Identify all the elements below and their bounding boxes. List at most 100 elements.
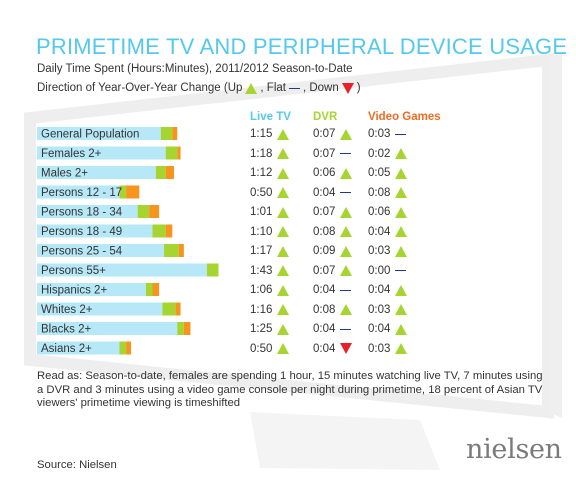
up-triangle-icon <box>340 226 353 237</box>
video-games-value: 0:03 <box>368 244 408 258</box>
up-triangle-icon <box>277 343 290 354</box>
up-triangle-icon <box>395 187 408 198</box>
up-triangle-icon <box>277 265 290 276</box>
tv-bezel-right <box>548 54 562 418</box>
column-header-live-tv: Live TV <box>250 111 291 123</box>
bar-video-games <box>152 283 160 296</box>
bar-dvr <box>152 224 166 238</box>
row-label: General Population <box>41 129 139 141</box>
up-triangle-icon <box>340 265 353 276</box>
value-text: 0:03 <box>368 342 391 355</box>
up-triangle-icon <box>277 304 290 315</box>
value-text: 0:50 <box>250 186 273 199</box>
direction-legend-lead: Direction of Year-Over-Year Change (Up <box>37 82 243 94</box>
value-text: 0:04 <box>368 225 391 238</box>
flat-line-icon <box>340 328 352 330</box>
video-games-value: 0:06 <box>368 205 408 219</box>
value-text: 0:04 <box>313 342 336 355</box>
row-label: Persons 25 - 54 <box>41 246 123 258</box>
bar-live-tv <box>37 146 166 160</box>
dvr-value: 0:08 <box>313 303 353 317</box>
direction-legend-down: , Down <box>302 82 339 94</box>
value-text: 0:04 <box>368 284 391 296</box>
up-triangle-icon <box>245 82 258 94</box>
bar-dvr <box>119 341 127 355</box>
bar-video-games <box>165 166 174 179</box>
bar-live-tv <box>37 322 178 335</box>
bar-dvr <box>155 166 166 179</box>
direction-legend-flat: , Flat <box>260 82 286 94</box>
up-triangle-icon <box>395 148 408 159</box>
value-text: 0:00 <box>368 264 391 277</box>
up-triangle-icon <box>340 167 353 179</box>
up-triangle-icon <box>340 245 353 257</box>
chart-title: PRIMETIME TV AND PERIPHERAL DEVICE USAGE <box>36 34 568 59</box>
video-games-value: 0:04 <box>368 322 408 336</box>
live-tv-value: 0:50 <box>250 342 290 356</box>
up-triangle-icon <box>277 128 290 140</box>
video-games-value: 0:03 <box>368 303 408 317</box>
up-triangle-icon <box>395 343 408 354</box>
value-text: 0:06 <box>368 206 391 218</box>
value-text: 1:16 <box>250 303 273 316</box>
dvr-value: 0:07 <box>313 147 352 161</box>
live-tv-value: 1:43 <box>250 264 290 278</box>
live-tv-value: 1:16 <box>250 303 290 317</box>
bar-live-tv <box>37 302 163 316</box>
dvr-value: 0:04 <box>313 342 353 356</box>
value-text: 0:03 <box>368 128 391 140</box>
up-triangle-icon <box>277 206 290 218</box>
bar-video-games <box>149 205 160 218</box>
dvr-value: 0:07 <box>313 127 353 141</box>
direction-legend: Direction of Year-Over-Year Change (Up ,… <box>37 82 361 94</box>
bar-dvr <box>165 146 178 160</box>
video-games-value: 0:04 <box>368 225 408 239</box>
dvr-value: 0:04 <box>313 322 352 336</box>
flat-line-icon <box>340 192 352 193</box>
value-text: 0:07 <box>313 206 336 218</box>
row-label: Females 2+ <box>41 148 102 160</box>
up-triangle-icon <box>395 323 408 335</box>
dvr-value: 0:09 <box>313 244 353 258</box>
bar-live-tv <box>37 283 146 296</box>
bar-live-tv <box>37 263 207 277</box>
bar-video-games <box>178 244 184 257</box>
nielsen-logo: nielsen <box>466 434 562 465</box>
live-tv-value: 1:15 <box>250 127 290 141</box>
row-label: Blacks 2+ <box>41 324 91 336</box>
dvr-value: 0:04 <box>313 283 352 297</box>
bar-live-tv <box>37 127 161 140</box>
bar-dvr <box>119 185 127 199</box>
flat-line-icon <box>340 153 352 154</box>
value-text: 0:04 <box>313 323 336 335</box>
up-triangle-icon <box>395 284 408 296</box>
video-games-value: 0:03 <box>368 342 408 356</box>
row-label: Persons 12 - 17 <box>41 187 122 199</box>
row-label: Persons 55+ <box>41 265 106 277</box>
video-games-value: 0:03 <box>368 127 407 141</box>
value-text: 0:06 <box>313 167 336 179</box>
up-triangle-icon <box>340 128 353 140</box>
live-tv-value: 1:17 <box>250 244 290 258</box>
value-text: 0:03 <box>368 245 391 257</box>
column-header-dvr: DVR <box>313 111 338 123</box>
value-text: 1:18 <box>250 147 273 160</box>
bar-dvr <box>137 205 150 218</box>
bar-video-games <box>183 322 191 335</box>
up-triangle-icon <box>395 304 408 315</box>
value-text: 0:03 <box>368 303 391 316</box>
value-text: 0:08 <box>313 225 336 238</box>
up-triangle-icon <box>277 148 290 159</box>
down-triangle-icon <box>340 343 353 354</box>
value-text: 1:25 <box>250 323 273 335</box>
bar-live-tv <box>37 224 153 238</box>
live-tv-value: 1:10 <box>250 225 290 239</box>
video-games-value: 0:05 <box>368 166 408 180</box>
bar-live-tv <box>37 166 156 179</box>
dvr-value: 0:07 <box>313 264 353 278</box>
flat-line-icon <box>288 87 300 89</box>
up-triangle-icon <box>395 226 408 237</box>
bar-dvr <box>206 263 219 277</box>
value-text: 0:05 <box>368 167 391 179</box>
bar-dvr <box>164 244 179 257</box>
